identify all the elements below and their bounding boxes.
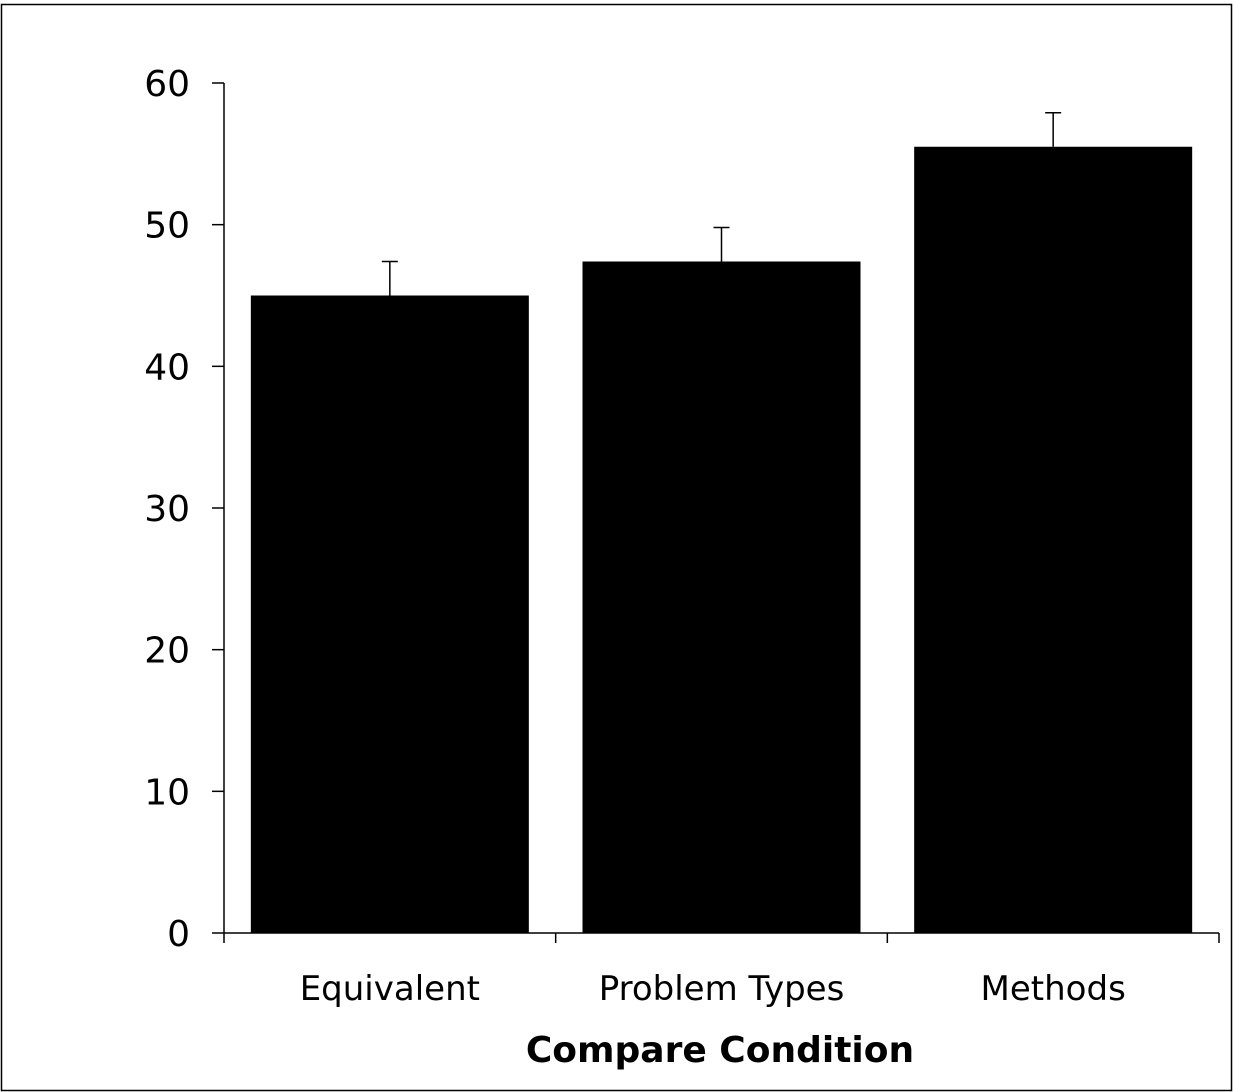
x-tick-label: Methods xyxy=(981,969,1126,1009)
y-tick-label: 10 xyxy=(144,772,190,813)
x-axis-title: Compare Condition xyxy=(526,1030,914,1071)
x-tick-labels: Equivalent Problem Types Methods xyxy=(300,969,1126,1009)
x-tick-label: Problem Types xyxy=(599,969,845,1009)
y-tick-label: 20 xyxy=(144,631,190,672)
y-tick-label: 60 xyxy=(144,64,190,105)
y-tick-label: 30 xyxy=(144,489,190,530)
bar xyxy=(914,146,1193,933)
bar xyxy=(582,261,861,933)
y-tick-label: 40 xyxy=(144,347,190,388)
bar xyxy=(250,295,529,933)
x-tick-label: Equivalent xyxy=(300,969,480,1009)
y-axis: 0 10 20 30 40 50 60 xyxy=(144,64,225,955)
bars xyxy=(250,146,1193,933)
error-bars xyxy=(381,112,1062,296)
y-tick-label: 50 xyxy=(144,206,190,247)
y-tick-label: 0 xyxy=(167,914,190,955)
